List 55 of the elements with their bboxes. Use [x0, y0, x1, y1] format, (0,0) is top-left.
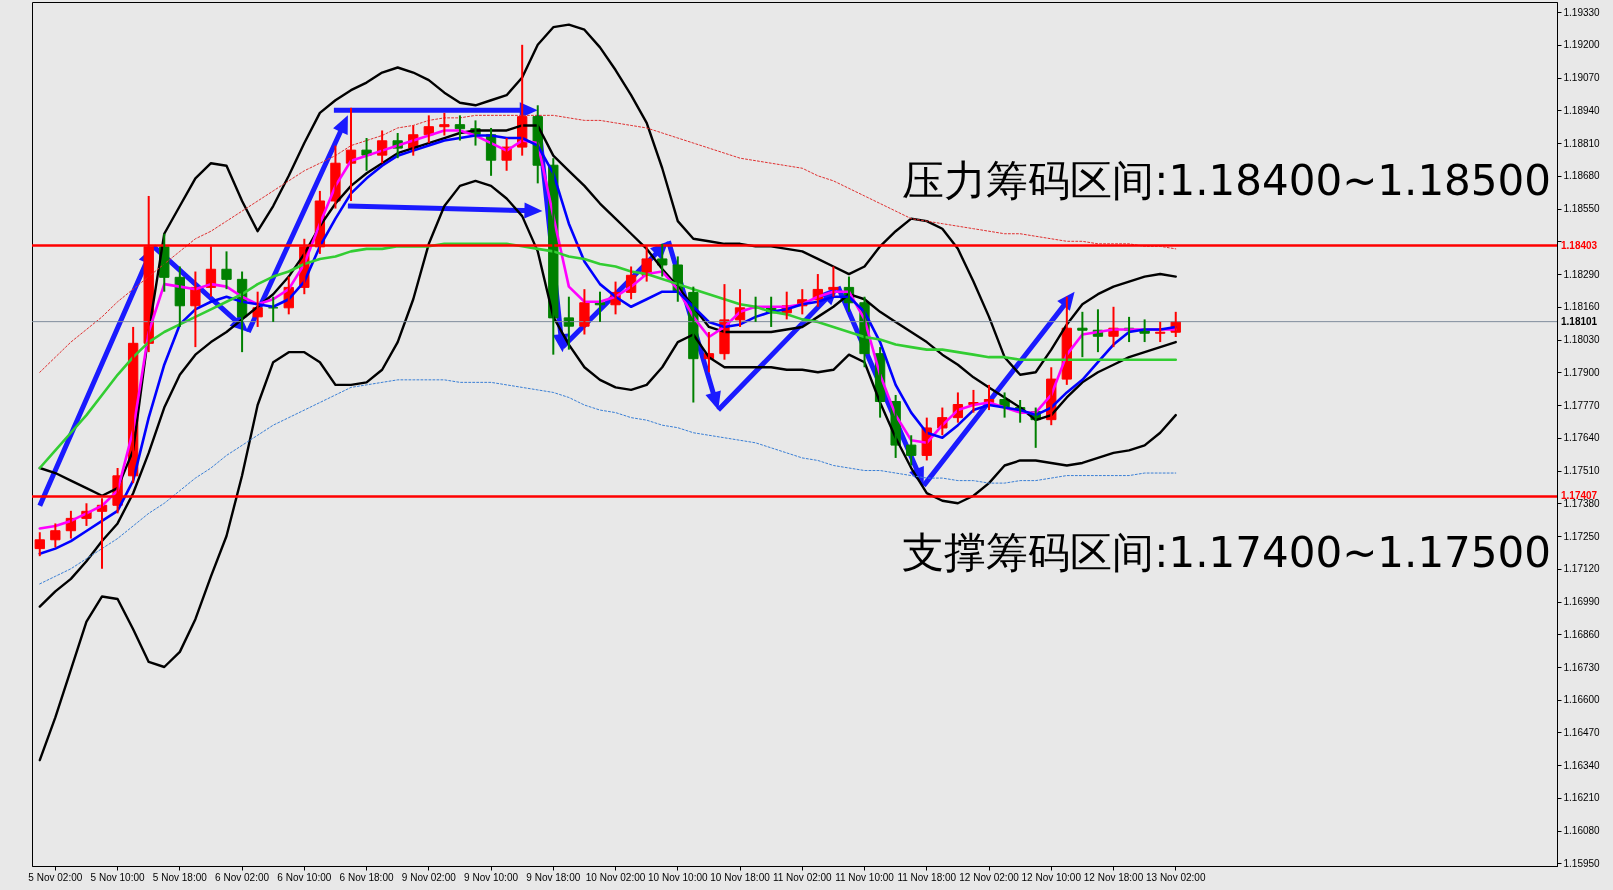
annotation: 压力筹码区间:1.18400~1.18500 — [902, 155, 1551, 205]
y-tick-label: 1.16470 — [1563, 727, 1601, 738]
x-tick-label: 5 Nov 10:00 — [90, 871, 145, 883]
x-tick-label: 12 Nov 18:00 — [1083, 871, 1144, 883]
y-tick-label: 1.19200 — [1563, 39, 1601, 51]
x-tick-label: 11 Nov 10:00 — [835, 871, 895, 883]
x-tick-label: 9 Nov 02:00 — [401, 871, 457, 883]
y-tick-label: 1.18810 — [1563, 137, 1601, 149]
x-tick-label: 11 Nov 18:00 — [897, 871, 957, 883]
y-tick-label: 1.17770 — [1563, 399, 1601, 411]
x-tick-label: 13 Nov 02:00 — [1146, 871, 1206, 883]
y-tick-label: 1.18160 — [1563, 301, 1601, 313]
x-tick-label: 5 Nov 18:00 — [152, 871, 208, 883]
y-tick-label: 1.18550 — [1563, 203, 1601, 215]
line-series — [38, 242, 1178, 470]
x-tick-label: 10 Nov 02:00 — [585, 871, 646, 883]
y-tick-label: 1.16730 — [1563, 661, 1601, 673]
x-tick-label: 9 Nov 18:00 — [526, 871, 581, 883]
y-tick-label: 1.17250 — [1563, 530, 1601, 542]
x-tick-label: 11 Nov 02:00 — [772, 871, 833, 883]
x-tick-label: 12 Nov 10:00 — [1021, 871, 1082, 883]
y-tick-label: 1.16340 — [1563, 759, 1601, 771]
x-tick-label: 6 Nov 02:00 — [215, 871, 270, 883]
y-tick-label: 1.17510 — [1563, 465, 1601, 477]
y-tick-label: 1.18680 — [1563, 170, 1601, 182]
y-tick-label: 1.18940 — [1563, 104, 1601, 116]
y-tick-label: 1.16860 — [1563, 628, 1601, 640]
candlestick — [439, 111, 450, 137]
y-tick-label: 1.16990 — [1563, 596, 1601, 608]
candlestick — [828, 265, 839, 298]
y-tick-label: 1.17900 — [1563, 366, 1601, 378]
y-tick-label: 1.18290 — [1563, 268, 1601, 280]
x-tick-label: 10 Nov 10:00 — [648, 871, 708, 883]
ref-line-label: 1.18101 — [1561, 315, 1598, 327]
ref-line-label: 1.18403 — [1561, 239, 1598, 251]
candlestick — [1077, 310, 1088, 359]
y-tick-label: 1.16210 — [1563, 792, 1601, 804]
annotation: 支撑筹码区间:1.17400~1.17500 — [902, 528, 1551, 578]
y-tick-label: 1.17640 — [1563, 432, 1601, 444]
x-tick-label: 9 Nov 10:00 — [464, 871, 519, 883]
y-tick-label: 1.16080 — [1563, 825, 1601, 837]
candlestick — [1155, 320, 1166, 344]
y-tick-label: 1.19070 — [1563, 72, 1601, 84]
y-tick-label: 1.19330 — [1563, 6, 1601, 18]
x-tick-label: 6 Nov 18:00 — [339, 871, 394, 883]
candlestick — [34, 531, 45, 558]
x-tick-label: 6 Nov 10:00 — [277, 871, 332, 883]
x-tick-label: 12 Nov 02:00 — [959, 871, 1020, 883]
y-tick-label: 1.15950 — [1563, 857, 1601, 869]
x-tick-label: 10 Nov 18:00 — [710, 871, 771, 883]
y-tick-label: 1.16600 — [1563, 694, 1601, 706]
x-tick-label: 5 Nov 02:00 — [28, 871, 83, 883]
y-tick-label: 1.17120 — [1563, 563, 1601, 575]
candlestick — [906, 434, 917, 467]
y-tick-label: 1.18030 — [1563, 334, 1601, 346]
